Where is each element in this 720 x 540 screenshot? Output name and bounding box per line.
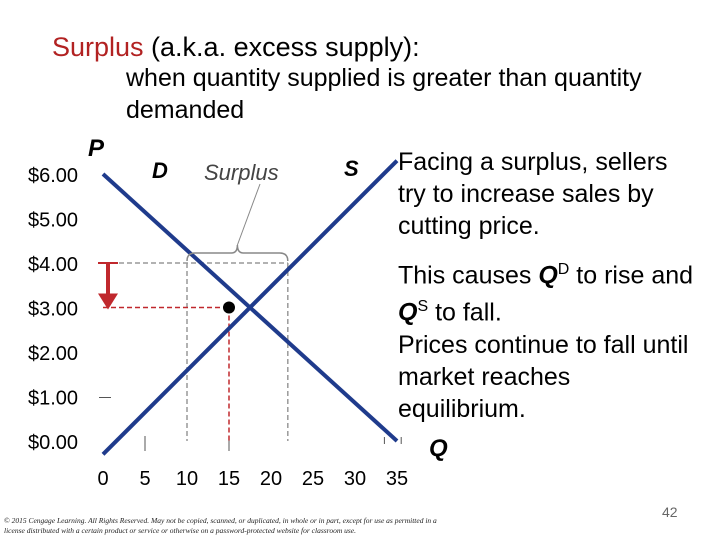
copyright-note: © 2015 Cengage Learning. All Rights Rese… [4,516,437,535]
y-tick-label: $2.00 [28,343,78,365]
y-tick-label: $5.00 [28,210,78,232]
side-text-a: This causes [398,261,539,290]
surplus-leader [236,183,261,246]
x-tick-label: 30 [344,468,366,490]
x-tick-label: 25 [302,468,324,490]
qd-sup: D [557,261,570,278]
curve-s [101,159,399,456]
x-tick-label: 20 [260,468,282,490]
slide-subtitle: when quantity supplied is greater than q… [126,64,642,124]
price-arrow-head [98,293,118,310]
side-text-b: to rise and [569,261,694,290]
side-text-c: to fall. [428,298,502,327]
supply-label: S [344,156,359,181]
x-axis-label: Q [429,435,448,462]
surplus-label: Surplus [204,160,279,185]
y-axis-label: P [88,135,105,162]
y-tick-label: $6.00 [28,165,78,187]
page-number: 42 [662,504,678,520]
side-text-surplus: Facing a surplus, sellers try to increas… [398,148,668,240]
side-text-equilibrium: Prices continue to fall until market rea… [398,331,689,423]
demand-label: D [152,158,168,183]
qd-q: Q [538,261,558,290]
y-tick-label: $3.00 [28,299,78,321]
equilibrium-point [223,301,235,314]
y-tick-label: $4.00 [28,254,78,276]
x-tick-label: 10 [176,468,198,490]
qs-q: Q [398,298,418,327]
title-rest: (a.k.a. excess supply): [143,32,420,62]
y-tick-label: $1.00 [28,388,78,410]
x-tick-label: 5 [139,468,150,490]
qs-sup: S [417,298,429,316]
title-accent: Surplus [52,32,144,62]
surplus-brace [186,244,289,262]
x-tick-label: 15 [218,468,240,490]
y-tick-label: $0.00 [28,432,78,454]
x-tick-label: 35 [386,468,408,490]
side-text-quantities: This causes QD to rise and QS to fall. [398,254,698,329]
slide-title: Surplus (a.k.a. excess supply): [52,32,420,63]
x-tick-label: 0 [97,468,108,490]
